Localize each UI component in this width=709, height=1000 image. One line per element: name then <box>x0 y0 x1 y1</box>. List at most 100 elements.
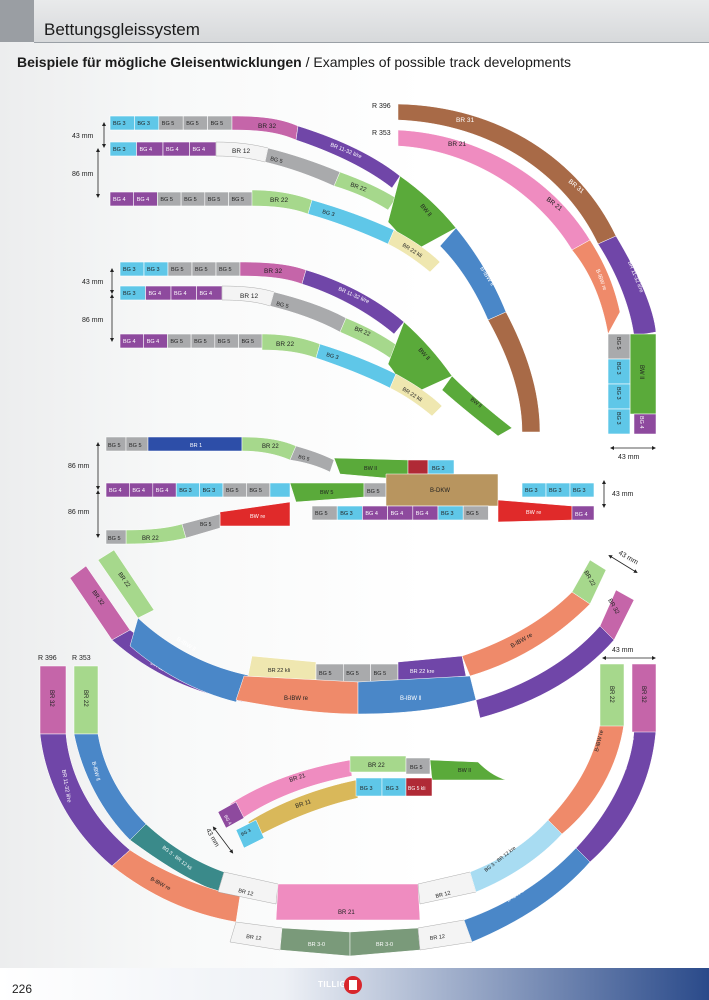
s3-bg5-low-label: BG 5 <box>108 536 121 542</box>
s1-br22-mid <box>333 171 397 211</box>
s2-br32-label: BR 32 <box>264 268 282 275</box>
brand-logo: TILLIG <box>318 976 388 994</box>
track-tile-label: BG 5 <box>242 339 255 345</box>
r-bg4-label: BG 4 <box>638 416 644 429</box>
s2-br22-low-label: BR 22 <box>276 341 294 348</box>
low-br22-right-label: BR 22 <box>608 686 614 703</box>
s3-bg5-d-label: BG 5 <box>367 489 380 495</box>
track-tile-label: BG 3 <box>549 488 562 494</box>
r-br21-label: BR 21 <box>448 141 466 148</box>
in-br21-label: BR 21 <box>289 773 307 784</box>
arc-br22kre-label: BR 22 kre <box>410 669 434 675</box>
s3-bg5-rise-label: BG 5 <box>200 522 212 528</box>
s3-bdkw-label: B-DKW <box>430 488 450 494</box>
track-tile-label: BG 4 <box>140 147 153 153</box>
track-tile-label: BG 5 <box>171 267 184 273</box>
low-br32-left <box>39 665 67 735</box>
track-tile-label: BG 3 <box>340 511 353 517</box>
low-br32-left-label: BR 32 <box>48 690 54 707</box>
s1-dim86-label: 86 mm <box>72 171 94 178</box>
low-dim43-label: 43 mm <box>612 647 634 654</box>
s2-row3: BG 4 BG 4 BG 5 BG 5 BG 5 BG 5 <box>119 333 263 349</box>
s3-br22-label: BR 22 <box>262 444 279 450</box>
section-right: R 396 R 353 BR 31 BR 31 BR 21 BR 21 BR 1… <box>372 103 657 461</box>
s3-bg5-c <box>289 445 335 473</box>
r-bg4 <box>633 413 657 435</box>
r396-label: R 396 <box>372 103 391 110</box>
s2-bw <box>387 321 453 397</box>
s3-dim43-label: 43 mm <box>612 491 634 498</box>
track-tile-label: BG 4 <box>109 488 122 494</box>
header-accent <box>0 0 34 42</box>
page-subtitle: Beispiele für mögliche Gleisentwicklunge… <box>17 54 571 70</box>
low-bibwre-left <box>111 849 241 923</box>
s3-row2b: BG 3 BG 3 BG 3 <box>521 482 595 498</box>
track-tile-label: BG 5 <box>346 671 359 677</box>
arc-bibwre-left-label: B-lBW re <box>284 696 309 702</box>
arc-bibwll-right <box>357 675 477 715</box>
track-tile-label: BG 4 <box>416 511 429 517</box>
section-4-upper-arc: BR 32 BR 22 BR 11-32 li/re B-lBW ll BR 2… <box>69 549 639 719</box>
track-tile-label: BG 5 <box>160 197 173 203</box>
s3-bwre-left-label: BW re <box>250 514 265 520</box>
low-br12-a <box>217 871 279 905</box>
track-tile-label: BG 4 <box>137 197 150 203</box>
s3-bg5-b-label: BG 5 <box>129 443 142 449</box>
low-r396-label: R 396 <box>38 655 57 662</box>
low-br22-right <box>599 663 625 727</box>
s1-row1: BG 3 BG 3 BG 5 BG 5 BG 5 <box>109 115 233 131</box>
page-title: Bettungsgleissystem <box>44 20 200 39</box>
s2-row2: BG 3 BG 4 BG 4 BG 4 <box>119 285 223 301</box>
r-vertical-column: BG 5 BG 3 BG 3 BG 3 <box>607 333 631 435</box>
track-tile-label: BG 3 <box>525 488 538 494</box>
track-tile-label: BG 4 <box>200 291 213 297</box>
in-br11 <box>247 779 359 837</box>
page-header: Bettungsgleissystem <box>0 0 709 42</box>
in-bg5 <box>405 757 431 775</box>
low-br22-left-label: BR 22 <box>82 690 88 707</box>
low-br32-right <box>631 663 657 733</box>
track-tile-label: BG 5 <box>226 488 239 494</box>
track-tile-label: BG 5 <box>170 339 183 345</box>
s3-bg5-low <box>105 529 127 545</box>
track-tile-label: BG 5 <box>211 121 224 127</box>
in-bw <box>429 759 507 781</box>
track-tile-label: BG 5 <box>162 121 175 127</box>
s1-row3: BG 4 BG 4 BG 5 BG 5 BG 5 BG 5 <box>109 191 253 207</box>
s3-bw5-label: BW 5 <box>320 490 333 496</box>
s2-dim86-label: 86 mm <box>82 317 104 324</box>
s1-bw <box>387 175 457 253</box>
s3-bg4-right <box>571 505 595 521</box>
track-tile-label: BG 5 <box>232 197 245 203</box>
arc-br22kli-label: BR 22 kli <box>268 668 290 674</box>
in-bg4 <box>217 801 245 829</box>
s2-bg5-curve <box>269 291 347 333</box>
arc-br22-right <box>571 559 607 605</box>
low-br12-b-label: BR 12 <box>435 890 451 900</box>
in-bg5-label: BG 5 <box>410 765 423 771</box>
section-5-lower: R 396 R 353 BR 32 BR 22 BR 11-32 li/re B… <box>38 647 657 957</box>
track-tile-label: BG 5 <box>249 488 262 494</box>
low-bibwre-right-label: B-lBW re <box>594 730 605 753</box>
track-tile-label: BG 4 <box>149 291 162 297</box>
section-1: BG 3 BG 3 BG 5 BG 5 BG 5 BG 3 BG 4 BG 4 BG 4 BG… <box>72 115 541 433</box>
track-tile-label: BG 5 <box>219 267 232 273</box>
track-tile-label: BG 5 <box>315 511 328 517</box>
low-br1132-left-label: BR 11-32 li/re <box>60 769 72 803</box>
s1-br12-label: BR 12 <box>232 148 250 155</box>
s2-br12-label: BR 12 <box>240 293 258 300</box>
track-tile-label: BG 3 <box>147 267 160 273</box>
track-tile-label: BG 5 <box>194 339 207 345</box>
arc-bibwll-right-label: B-lBW ll <box>400 696 421 702</box>
s3-bg3-top-label: BG 3 <box>432 466 445 472</box>
s1-br31 <box>487 311 541 433</box>
in-dim43-label: 43 mm <box>204 828 220 849</box>
arc-bibwre-left <box>235 675 359 715</box>
track-tile-label: BG 4 <box>147 339 160 345</box>
track-tile-label: BG 3 <box>615 362 621 375</box>
s3-dim86-a-label: 86 mm <box>68 463 90 470</box>
s3-dim86-b-label: 86 mm <box>68 509 90 516</box>
low-br12-c-label: BR 12 <box>246 934 262 942</box>
low-br22-left <box>73 665 99 735</box>
low-r353-label: R 353 <box>72 655 91 662</box>
